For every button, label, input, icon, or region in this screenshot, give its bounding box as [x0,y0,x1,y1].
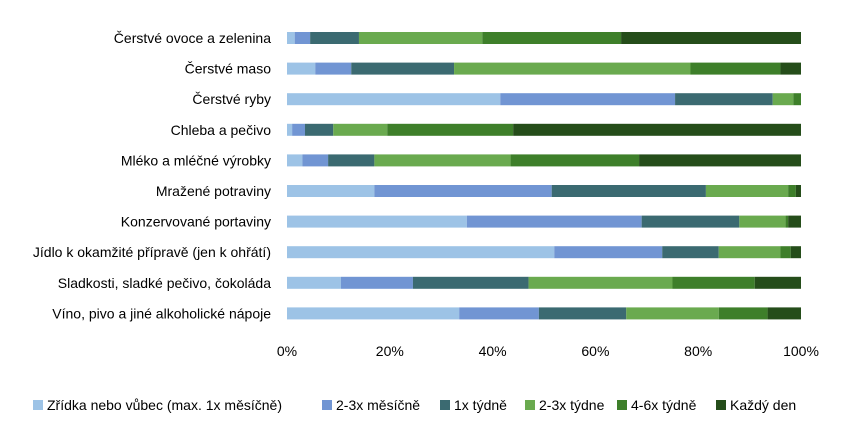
bar-segment [780,246,791,259]
legend-swatch [33,400,43,410]
bar-segment [304,123,334,136]
category-label: Mražené potraviny [156,183,271,199]
bar-segment [287,185,375,197]
x-axis: 0% 20% 40% 60% 80% 100% [277,343,819,359]
legend-label: 2-3x týdne [539,397,605,413]
legend-label: 1x týdně [454,397,507,413]
legend: Zřídka nebo vůbec (max. 1x měsíčně) 2-3x … [33,397,796,413]
x-tick-label: 0% [277,343,297,359]
category-labels: Čerstvé ovoce a zelenina Čerstvé maso Čers… [33,30,271,321]
legend-swatch [440,400,450,410]
legend-swatch [322,400,332,410]
bar-segment [785,215,789,228]
bar-segment [626,307,719,320]
bar-segment [315,62,352,75]
bar-segment [287,32,295,44]
bar-segment [767,307,801,320]
bar-segment [287,246,555,259]
bar-segment [788,185,796,197]
legend-label: 2-3x měsíčně [336,397,420,413]
x-tick-label: 20% [376,343,404,359]
bar-segment [554,246,663,259]
x-tick-label: 80% [684,343,712,359]
bar-segment [675,93,773,106]
bar-segment [374,154,511,167]
bar-segment [387,123,514,136]
bar-segment [351,62,455,75]
bar-segment [551,185,706,197]
bar-segment [705,185,789,197]
bar-segment [718,246,781,259]
bar-segment [788,215,801,228]
category-label: Víno, pivo a jiné alkoholické nápoje [52,305,271,321]
bar-segment [795,185,801,197]
legend-swatch [617,400,627,410]
x-tick-label: 60% [581,343,609,359]
x-tick-label: 100% [783,343,819,359]
bar-segment [340,276,413,289]
bar-segment [690,62,781,75]
bar-segment [621,32,801,44]
category-label: Mléko a mléčné výrobky [121,152,271,168]
bars-layer [287,32,801,320]
bar-segment [294,32,311,44]
bar-segment [500,93,676,106]
bar-segment [454,62,691,75]
bar-segment [718,307,768,320]
bar-segment [662,246,719,259]
bar-segment [482,32,622,44]
bar-segment [287,154,303,167]
bar-segment [287,123,293,136]
bar-segment [287,215,467,228]
legend-label: 4-6x týdně [631,397,697,413]
x-tick-label: 40% [479,343,507,359]
bar-segment [333,123,388,136]
bar-segment [374,185,552,197]
bar-segment [510,154,640,167]
bar-segment [641,215,740,228]
bar-segment [310,32,359,44]
legend-swatch [716,400,726,410]
category-label: Čerstvé ovoce a zelenina [114,30,271,46]
category-label: Čerstvé maso [185,61,272,77]
bar-segment [538,307,627,320]
bar-segment [358,32,483,44]
bar-segment [302,154,329,167]
category-label: Čerstvé ryby [192,91,271,107]
legend-label: Každý den [730,397,796,413]
bar-segment [287,276,341,289]
bar-segment [639,154,801,167]
category-label: Chleba a pečivo [171,122,272,138]
bar-segment [790,246,801,259]
legend-swatch [525,400,535,410]
category-label: Sladkosti, sladké pečivo, čokoláda [58,275,271,291]
bar-segment [328,154,375,167]
bar-segment [466,215,642,228]
bar-segment [459,307,539,320]
legend-label: Zřídka nebo vůbec (max. 1x měsíčně) [47,397,282,413]
bar-segment [528,276,673,289]
bar-segment [412,276,529,289]
bar-segment [292,123,305,136]
bar-segment [780,62,801,75]
category-label: Konzervované portaviny [121,214,271,230]
bar-segment [754,276,801,289]
bar-segment [793,93,801,106]
bar-segment [287,307,460,320]
category-label: Jídlo k okamžité přípravě (jen k ohřátí) [33,244,271,260]
bar-segment [672,276,755,289]
bar-segment [287,62,316,75]
bar-segment [772,93,794,106]
bar-segment [739,215,786,228]
bar-segment [287,93,501,106]
bar-segment [513,123,801,136]
